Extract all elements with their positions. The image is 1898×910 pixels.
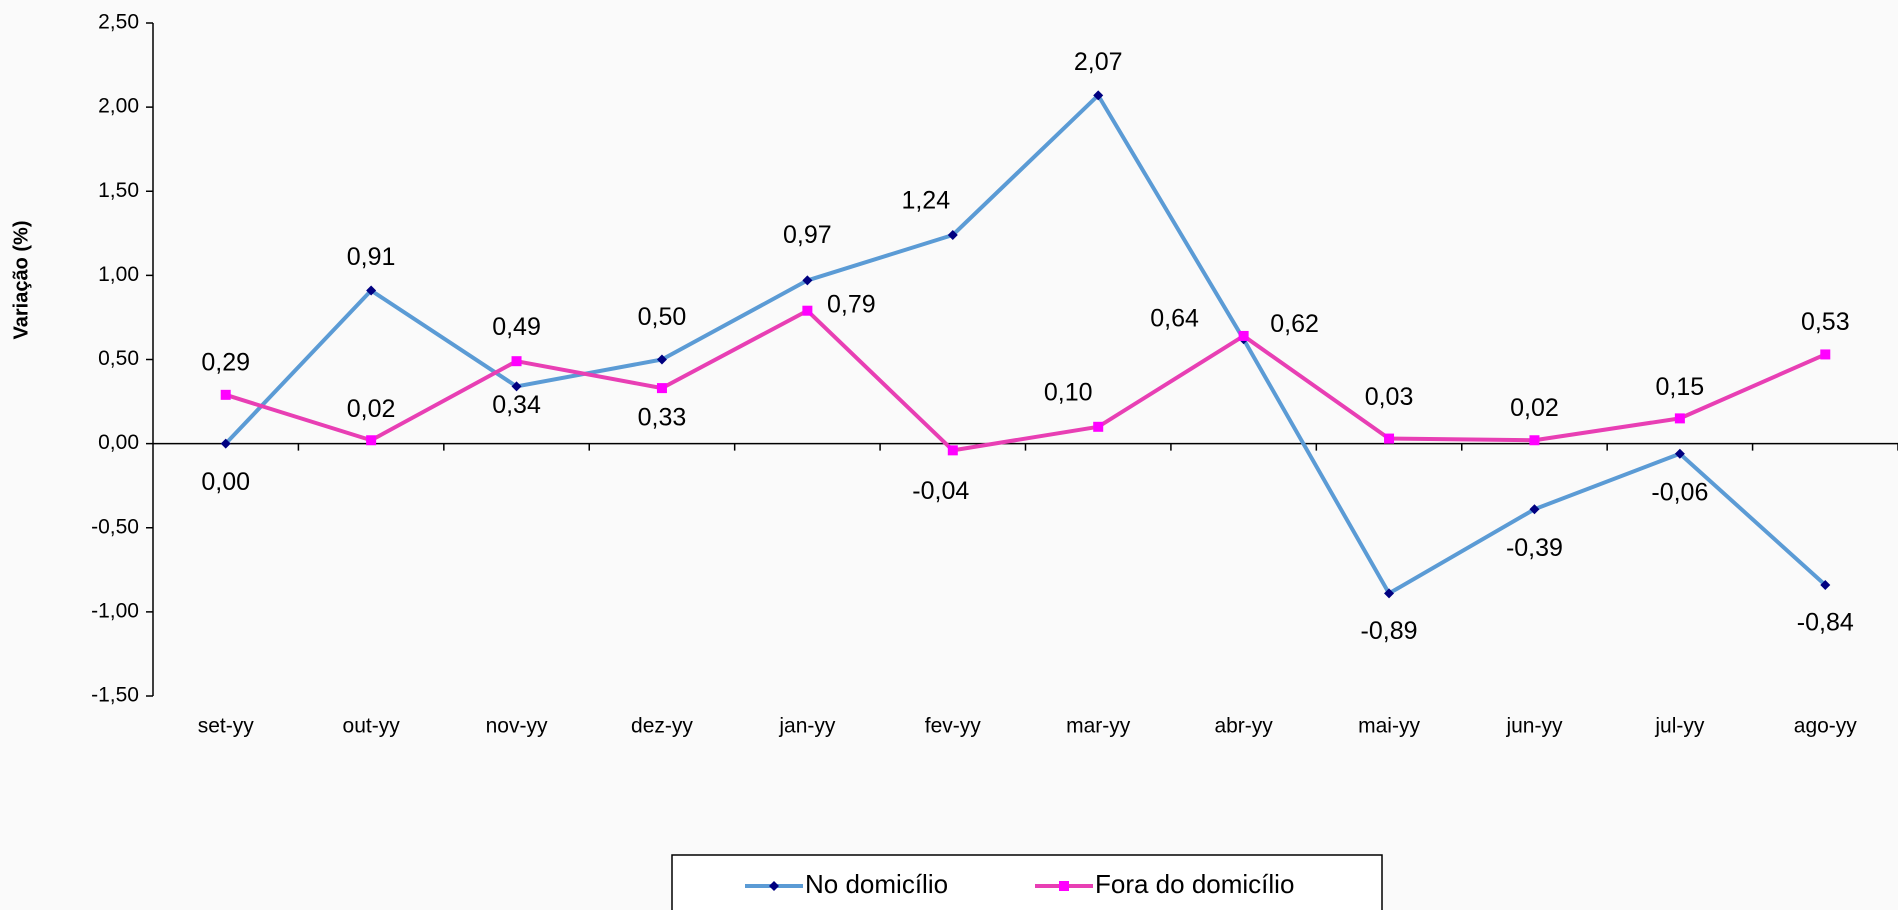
x-tick-label: fev-yy	[925, 715, 982, 738]
y-tick-label: 2,00	[98, 95, 139, 118]
marker	[220, 389, 231, 400]
series-line	[224, 93, 1827, 596]
data-label: 0,03	[1365, 383, 1414, 411]
marker	[1384, 433, 1395, 444]
y-tick-label: 0,00	[98, 431, 139, 454]
data-label: 0,29	[201, 348, 250, 376]
marker	[1093, 90, 1104, 101]
marker	[1529, 435, 1540, 446]
x-tick-label: jan-yy	[778, 715, 836, 738]
marker	[366, 435, 377, 446]
data-label: 2,07	[1074, 48, 1123, 76]
legend-label: No domicílio	[805, 869, 948, 899]
marker	[1674, 448, 1685, 459]
marker	[1093, 421, 1104, 432]
y-tick-label: 0,50	[98, 347, 139, 370]
data-label: 0,62	[1270, 310, 1319, 338]
x-tick-label: abr-yy	[1214, 715, 1273, 738]
data-label: -0,06	[1651, 478, 1708, 506]
x-tick-label: ago-yy	[1794, 715, 1858, 738]
marker	[802, 275, 813, 286]
x-tick-label: nov-yy	[486, 715, 548, 738]
x-tick-label: jul-yy	[1654, 715, 1705, 738]
data-label: 0,49	[492, 313, 541, 341]
y-tick-label: 2,50	[98, 11, 139, 34]
data-label: -0,04	[912, 477, 969, 505]
x-tick-label: out-yy	[343, 715, 401, 738]
data-label: 0,53	[1801, 308, 1850, 336]
marker	[511, 356, 522, 367]
data-label: 0,15	[1656, 373, 1705, 401]
data-label: 1,24	[901, 187, 950, 215]
data-label: 0,10	[1044, 378, 1093, 406]
marker	[1238, 330, 1249, 341]
marker	[1674, 413, 1685, 424]
legend	[671, 854, 1383, 910]
data-label: 0,50	[638, 303, 687, 331]
series-line	[225, 308, 1827, 453]
data-label: 0,64	[1150, 305, 1199, 333]
data-label: 0,91	[347, 243, 396, 271]
marker	[1384, 588, 1395, 599]
y-tick-label: -1,50	[91, 684, 139, 707]
legend-label: Fora do domicílio	[1095, 869, 1294, 899]
x-tick-label: dez-yy	[631, 715, 693, 738]
legend-marker	[1059, 881, 1069, 891]
legend-marker	[769, 881, 779, 891]
marker	[802, 305, 813, 316]
y-axis-label: Variação (%)	[10, 221, 32, 340]
y-tick-label: 1,50	[98, 179, 139, 202]
marker	[220, 438, 231, 449]
y-tick-label: 1,00	[98, 263, 139, 286]
data-label: 0,34	[492, 391, 541, 419]
marker	[947, 445, 958, 456]
marker	[656, 383, 667, 394]
y-tick-label: -1,00	[91, 599, 139, 622]
y-tick-label: -0,50	[91, 515, 139, 538]
data-label: -0,89	[1361, 617, 1418, 645]
data-label: -0,84	[1797, 609, 1854, 637]
data-label: 0,02	[1510, 394, 1559, 422]
x-tick-label: mai-yy	[1358, 715, 1420, 738]
data-label: 0,00	[201, 468, 250, 496]
marker	[947, 229, 958, 240]
marker	[1820, 349, 1831, 360]
x-tick-label: set-yy	[198, 715, 255, 738]
marker	[511, 381, 522, 392]
data-label: 0,79	[827, 290, 876, 318]
x-tick-label: jun-yy	[1505, 715, 1563, 738]
marker	[1820, 579, 1831, 590]
x-tick-label: mar-yy	[1066, 715, 1131, 738]
data-label: 0,97	[783, 221, 832, 249]
marker	[656, 354, 667, 365]
marker	[366, 285, 377, 296]
marker	[1529, 504, 1540, 515]
data-label: -0,39	[1506, 534, 1563, 562]
data-label: 0,02	[347, 395, 396, 423]
data-label: 0,33	[638, 404, 687, 432]
